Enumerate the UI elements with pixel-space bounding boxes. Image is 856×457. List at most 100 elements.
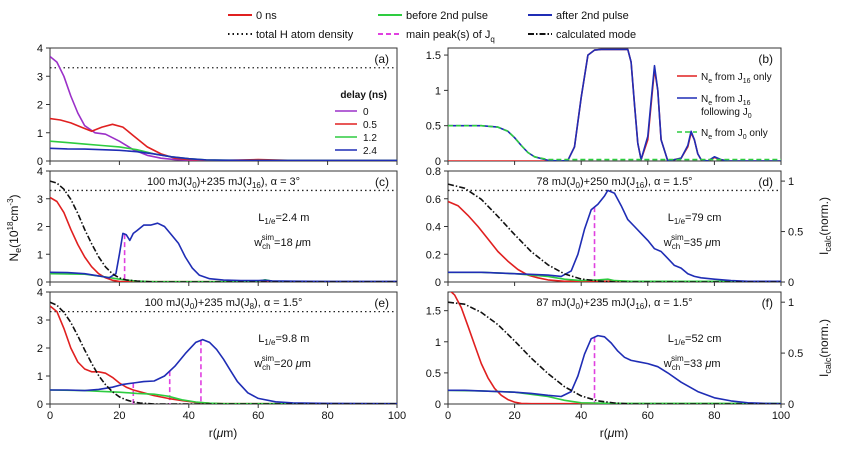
y-tick-label: 0	[435, 277, 441, 289]
panel-label: (a)	[374, 52, 389, 66]
y-tick-label: 1	[37, 249, 43, 261]
legend-item: main peak(s) of Jq	[378, 29, 495, 44]
y-tick-label: 0.8	[426, 166, 441, 178]
right-y-axis-label: Icalc(norm.)	[817, 197, 833, 255]
right-y-tick-label: 0.5	[788, 227, 803, 239]
right-y-tick-label: 0.5	[788, 348, 803, 360]
channel-length-annotation: L1/e=2.4 m	[258, 212, 309, 226]
panel-f: 0 0.5 1 1.5 0 0.5 1 0 20 40 60 80 100 (f) 87 mJ(J0)+23…	[426, 291, 803, 422]
axis-labels: Ne(1018cm-3) Icalc(norm.) Icalc(norm.) r(μm…	[6, 194, 833, 440]
delay-legend-label: 0	[363, 107, 369, 118]
x-tick-label: 20	[113, 410, 125, 422]
series-line	[448, 183, 781, 282]
x-tick-label: 0	[445, 410, 451, 422]
y-tick-label: 2	[37, 100, 43, 112]
panel-label: (c)	[375, 175, 389, 189]
channel-length-annotation: L1/e=79 cm	[668, 212, 722, 226]
legend-label: after 2nd pulse	[556, 10, 629, 22]
y-tick-label: 1.5	[426, 50, 441, 62]
plot-area	[50, 55, 397, 161]
panel-label: (f)	[762, 296, 773, 310]
legend-label: 0 ns	[256, 10, 277, 22]
x-axis-label: r(μm)	[209, 426, 238, 440]
legend-label: total H atom density	[256, 29, 354, 41]
right-y-tick-label: 1	[788, 297, 794, 309]
legend-label: calculated mode	[556, 29, 636, 41]
panel-title: 100 mJ(J0)+235 mJ(J8), α = 1.5°	[145, 297, 303, 311]
y-tick-label: 1	[37, 371, 43, 383]
panels: 0 1 2 3 4 (a) delay (ns) 0 0.5 1.2 2.4 0 0.5 1 1.5 (b) N…	[37, 43, 803, 422]
y-tick-label: 4	[37, 287, 43, 299]
y-tick-label: 0	[435, 156, 441, 168]
legend-item: after 2nd pulse	[528, 10, 629, 22]
right-y-tick-label: 0	[788, 277, 794, 289]
y-tick-label: 4	[37, 166, 43, 178]
series-line	[50, 180, 397, 282]
x-tick-label: 100	[772, 410, 790, 422]
y-tick-label: 3	[37, 194, 43, 206]
series-line	[448, 124, 781, 161]
series-line	[448, 48, 781, 161]
x-tick-label: 60	[642, 410, 654, 422]
right-y-tick-label: 1	[788, 176, 794, 188]
delay-legend-title: delay (ns)	[340, 90, 387, 101]
series-line	[448, 48, 781, 161]
figure-legend: 0 ns before 2nd pulse after 2nd pulse total…	[228, 10, 636, 44]
x-tick-label: 80	[321, 410, 333, 422]
plot-area	[50, 180, 397, 282]
panel-c: 0 1 2 3 4 (c) 100 mJ(J0)+235 mJ(J16), α = 3° L1…	[37, 166, 398, 289]
legend-item: total H atom density	[228, 29, 354, 41]
y-tick-label: 0.5	[426, 368, 441, 380]
channel-width-annotation: wchsim=18 μm	[253, 233, 311, 251]
y-tick-label: 3	[37, 315, 43, 327]
plot-area	[448, 48, 781, 161]
series-line	[50, 117, 397, 161]
panel-label: (b)	[758, 52, 773, 66]
panel-b: 0 0.5 1 1.5 (b) Ne from J16 only Ne from J16fo…	[426, 47, 782, 168]
legend-label: before 2nd pulse	[406, 10, 488, 22]
channel-width-annotation: wchsim=33 μm	[663, 354, 721, 372]
series-line	[448, 189, 781, 282]
y-tick-label: 1.5	[426, 306, 441, 318]
y-tick-label: 0.4	[426, 222, 441, 234]
legend-item: calculated mode	[528, 29, 636, 41]
right-y-axis-label: Icalc(norm.)	[817, 319, 833, 377]
x-tick-label: 100	[388, 410, 406, 422]
y-axis-label: Ne(1018cm-3)	[6, 194, 23, 261]
panel-b-legend-label-line2: following J0	[701, 107, 752, 120]
panel-title: 78 mJ(J0)+250 mJ(J16), α = 1.5°	[536, 176, 692, 190]
series-line	[50, 338, 397, 404]
panel-a: 0 1 2 3 4 (a) delay (ns) 0 0.5 1.2 2.4	[37, 43, 398, 168]
panel-d: 0 0.2 0.4 0.6 0.8 0 0.5 1 (d) 78 mJ(J0)+250 mJ(J1…	[426, 166, 804, 289]
panel-b-legend-label: Ne from J16 only	[701, 72, 772, 85]
y-tick-label: 0	[37, 277, 43, 289]
series-line	[50, 389, 397, 404]
y-tick-label: 0	[37, 156, 43, 168]
legend-item: before 2nd pulse	[378, 10, 488, 22]
y-tick-label: 0.6	[426, 194, 441, 206]
panel-label: (e)	[374, 296, 389, 310]
plot-area	[448, 183, 781, 282]
y-tick-label: 1	[435, 337, 441, 349]
series-line	[50, 196, 397, 282]
panel-label: (d)	[758, 175, 773, 189]
plot-area	[50, 301, 397, 404]
delay-legend-label: 0.5	[363, 120, 377, 131]
x-axis-label: r(μm)	[600, 426, 629, 440]
y-tick-label: 2	[37, 343, 43, 355]
series-line	[448, 200, 781, 282]
plot-area	[448, 292, 781, 404]
x-tick-label: 40	[575, 410, 587, 422]
plot-frame	[447, 47, 782, 162]
channel-width-annotation: wchsim=20 μm	[253, 354, 311, 372]
y-tick-label: 3	[37, 71, 43, 83]
legend-label: main peak(s) of Jq	[406, 29, 495, 44]
delay-legend-label: 1.2	[363, 133, 377, 144]
y-tick-label: 2	[37, 222, 43, 234]
y-tick-label: 1	[37, 128, 43, 140]
channel-width-annotation: wchsim=35 μm	[663, 233, 721, 251]
panel-b-legend-label: Ne from J0 only	[701, 128, 768, 141]
channel-length-annotation: L1/e=52 cm	[668, 333, 722, 347]
